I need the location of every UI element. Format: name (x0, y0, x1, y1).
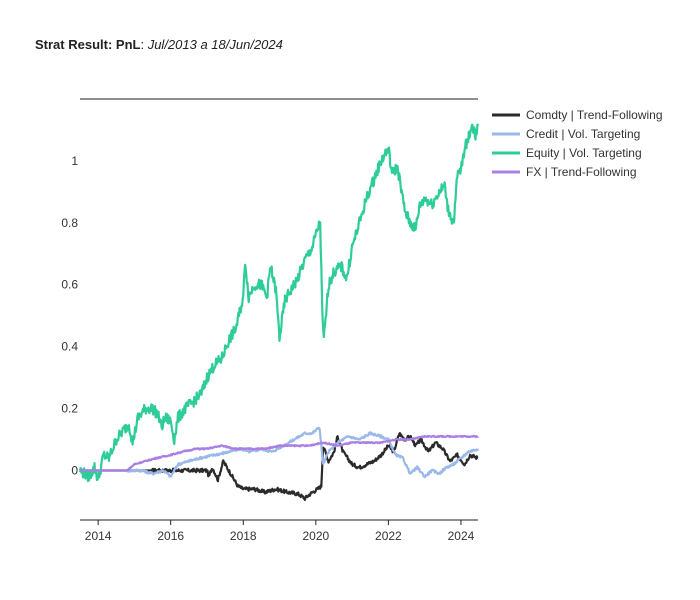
legend-item-label[interactable]: Equity | Vol. Targeting (526, 146, 642, 160)
legend-item-label[interactable]: Comdty | Trend-Following (526, 108, 663, 122)
x-tick-label: 2018 (230, 529, 257, 543)
y-axis-ticks: 0 0.2 0.4 0.6 0.8 1 (61, 154, 78, 478)
y-tick-label: 0.2 (61, 402, 78, 416)
title-strong: Strat Result: PnL (35, 37, 141, 52)
y-tick-label: 0.8 (61, 216, 78, 230)
chart-title: Strat Result: PnL: Jul/2013 a 18/Jun/202… (35, 37, 283, 52)
y-tick-label: 1 (71, 154, 78, 168)
x-tick-label: 2014 (85, 529, 112, 543)
legend-item-label[interactable]: Credit | Vol. Targeting (526, 127, 640, 141)
series-line (79, 426, 480, 479)
legend[interactable]: Comdty | Trend-Following Credit | Vol. Ta… (492, 108, 663, 179)
y-tick-label: 0.4 (61, 340, 78, 354)
x-tick-label: 2020 (302, 529, 329, 543)
x-tick-label: 2022 (375, 529, 402, 543)
series-line (79, 434, 479, 472)
y-tick-label: 0.6 (61, 278, 78, 292)
x-tick-label: 2016 (157, 529, 184, 543)
series-line (78, 123, 480, 483)
title-subtitle: Jul/2013 a 18/Jun/2024 (147, 37, 283, 52)
legend-item-label[interactable]: FX | Trend-Following (526, 165, 637, 179)
y-tick-label: 0 (71, 463, 78, 477)
x-tick-label: 2024 (448, 529, 475, 543)
x-axis-ticks: 2014 2016 2018 2020 2022 2024 (85, 520, 475, 543)
series-lines (78, 123, 480, 501)
